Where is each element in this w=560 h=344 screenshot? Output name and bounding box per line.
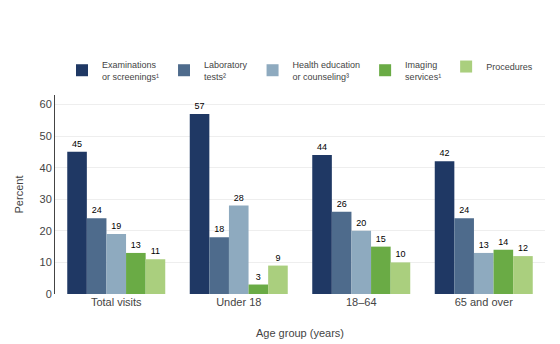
svg-text:Imagingservices¹: Imagingservices¹ (405, 60, 441, 82)
svg-text:9: 9 (275, 253, 280, 263)
svg-text:14: 14 (498, 237, 508, 247)
svg-text:Procedures: Procedures (486, 62, 533, 72)
svg-text:Percent: Percent (13, 176, 25, 214)
svg-text:Under 18: Under 18 (216, 296, 261, 308)
svg-text:50: 50 (40, 130, 52, 142)
svg-text:15: 15 (376, 234, 386, 244)
svg-text:19: 19 (111, 221, 121, 231)
svg-text:44: 44 (317, 142, 327, 152)
svg-text:3: 3 (256, 272, 261, 282)
svg-text:Examinationsor screenings¹: Examinationsor screenings¹ (102, 60, 159, 82)
svg-text:26: 26 (337, 199, 347, 209)
svg-text:13: 13 (479, 240, 489, 250)
svg-text:45: 45 (72, 139, 82, 149)
svg-text:20: 20 (356, 218, 366, 228)
svg-text:28: 28 (234, 193, 244, 203)
svg-text:65 and over: 65 and over (455, 296, 513, 308)
svg-text:40: 40 (40, 162, 52, 174)
svg-text:Health educationor counseling³: Health educationor counseling³ (293, 60, 361, 82)
svg-text:Laboratorytests²: Laboratorytests² (204, 60, 248, 82)
svg-text:20: 20 (40, 225, 52, 237)
svg-text:10: 10 (40, 256, 52, 268)
svg-text:18: 18 (214, 224, 224, 234)
svg-text:10: 10 (395, 249, 405, 259)
svg-text:0: 0 (46, 288, 52, 300)
svg-text:24: 24 (92, 205, 102, 215)
svg-text:24: 24 (459, 205, 469, 215)
svg-text:11: 11 (151, 246, 160, 256)
svg-text:18–64: 18–64 (346, 296, 377, 308)
svg-text:Age group (years): Age group (years) (256, 327, 344, 339)
svg-text:57: 57 (195, 101, 205, 111)
svg-text:42: 42 (440, 148, 450, 158)
svg-text:12: 12 (518, 243, 528, 253)
svg-text:Total visits: Total visits (91, 296, 142, 308)
svg-text:13: 13 (131, 240, 141, 250)
svg-text:30: 30 (40, 193, 52, 205)
svg-text:60: 60 (40, 98, 52, 110)
